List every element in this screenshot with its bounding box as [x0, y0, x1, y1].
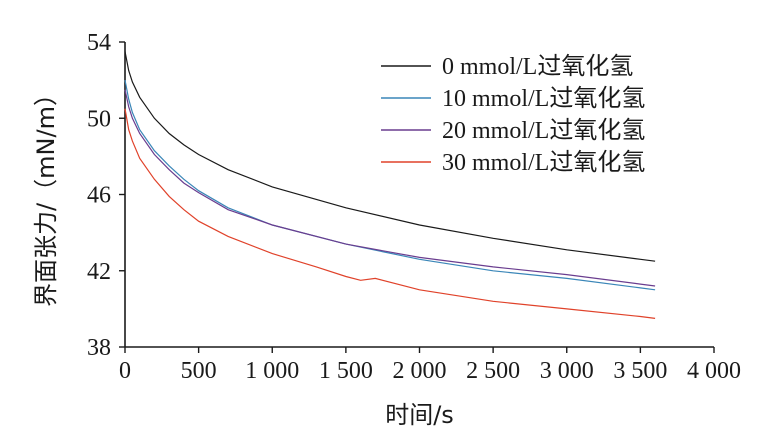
- series-line-2: [124, 79, 656, 291]
- y-tick-label: 38: [87, 335, 111, 361]
- x-tick-label: 3 000: [540, 358, 594, 384]
- x-tick-label: 500: [181, 358, 217, 384]
- y-tick-label: 54: [87, 30, 111, 56]
- x-axis-title: 时间/s: [385, 401, 454, 429]
- legend-label-2: 10 mmol/L过氧化氢: [442, 85, 645, 112]
- x-tick-label: 2 500: [466, 358, 520, 384]
- y-tick-label: 42: [87, 259, 111, 285]
- y-tick-label: 50: [87, 106, 111, 132]
- series-line-3: [124, 89, 656, 287]
- x-tick-label: 1 000: [245, 358, 299, 384]
- legend: 0 mmol/L过氧化氢 10 mmol/L过氧化氢 20 mmol/L过氧化氢 30…: [381, 53, 645, 176]
- series-lines: [124, 51, 656, 319]
- y-axis-title: 界面张力/（mN/m）: [32, 82, 60, 307]
- x-tick-label: 2 000: [393, 358, 447, 384]
- legend-label-1: 0 mmol/L过氧化氢: [442, 53, 633, 80]
- x-tick-label: 4 000: [687, 358, 741, 384]
- x-tick-label: 3 500: [613, 358, 667, 384]
- legend-label-3: 20 mmol/L过氧化氢: [442, 117, 645, 144]
- series-line-4: [124, 108, 656, 319]
- x-tick-label: 0: [119, 358, 131, 384]
- x-tick-label: 1 500: [319, 358, 373, 384]
- series-line-1: [124, 51, 656, 262]
- ticks: 0 500 1 000 1 500 2 000 2 500 3 000 3 500 4 000 3…: [87, 30, 741, 384]
- legend-label-4: 30 mmol/L过氧化氢: [442, 149, 645, 176]
- y-tick-label: 46: [87, 183, 111, 209]
